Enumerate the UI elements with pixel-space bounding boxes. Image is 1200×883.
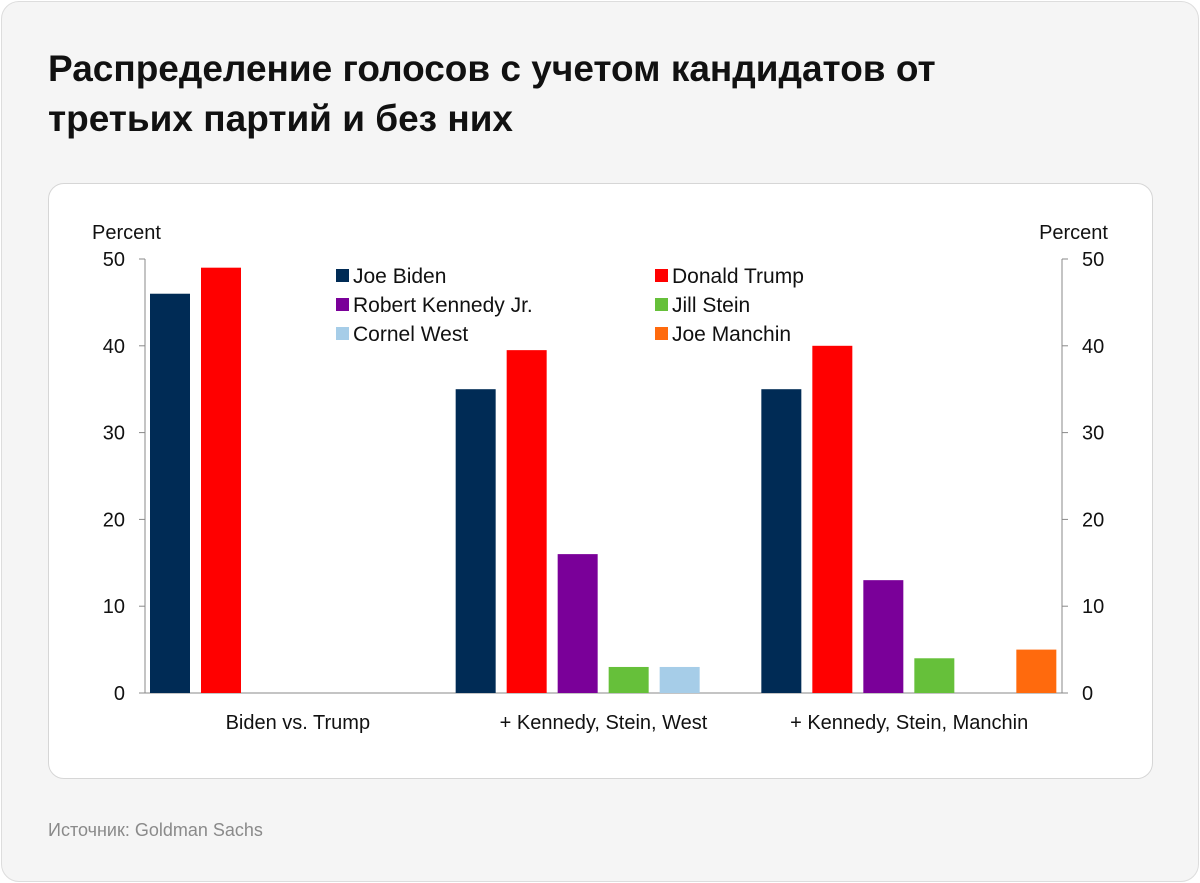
left-tick-label: 30 — [103, 423, 125, 445]
right-tick-label: 0 — [1082, 683, 1093, 705]
right-tick-label: 30 — [1082, 423, 1104, 445]
x-tick-label: + Kennedy, Stein, Manchin — [790, 712, 1028, 734]
legend-swatch — [336, 327, 349, 340]
left-tick-label: 10 — [103, 596, 125, 618]
bar-robert-kennedy-jr- — [557, 554, 598, 693]
bar-donald-trump — [812, 345, 853, 693]
bar-donald-trump — [201, 267, 241, 693]
legend-label: Cornel West — [353, 323, 468, 346]
bar-joe-biden — [455, 389, 496, 693]
left-tick-label: 50 — [103, 249, 125, 271]
page-title: Распределение голосов с учетом кандидато… — [48, 48, 936, 139]
left-tick-label: 0 — [114, 683, 125, 705]
bar-cornel-west — [659, 666, 700, 693]
right-axis-label: Percent — [1039, 222, 1108, 244]
legend-label: Joe Biden — [353, 265, 446, 288]
bar-jill-stein — [608, 666, 649, 693]
legend-label: Robert Kennedy Jr. — [353, 294, 533, 317]
right-tick-label: 20 — [1082, 509, 1104, 531]
source-note: Источник: Goldman Sachs — [48, 820, 263, 840]
legend-swatch — [655, 298, 668, 311]
right-tick-label: 50 — [1082, 249, 1104, 271]
left-tick-label: 20 — [103, 509, 125, 531]
legend-swatch — [655, 327, 668, 340]
x-tick-label: Biden vs. Trump — [226, 712, 371, 734]
right-tick-label: 10 — [1082, 596, 1104, 618]
legend-label: Joe Manchin — [672, 323, 791, 346]
bar-joe-biden — [150, 293, 190, 693]
bar-joe-manchin — [1016, 649, 1057, 693]
bar-jill-stein — [914, 658, 955, 693]
left-axis-label: Percent — [92, 222, 161, 244]
bar-joe-biden — [761, 389, 802, 693]
right-tick-label: 40 — [1082, 336, 1104, 358]
left-tick-label: 40 — [103, 336, 125, 358]
legend-label: Donald Trump — [672, 265, 804, 288]
legend-swatch — [336, 298, 349, 311]
bar-donald-trump — [506, 350, 547, 693]
x-tick-label: + Kennedy, Stein, West — [500, 712, 708, 734]
legend-swatch — [655, 269, 668, 282]
bar-robert-kennedy-jr- — [863, 580, 904, 693]
legend-swatch — [336, 269, 349, 282]
legend-label: Jill Stein — [672, 294, 750, 317]
